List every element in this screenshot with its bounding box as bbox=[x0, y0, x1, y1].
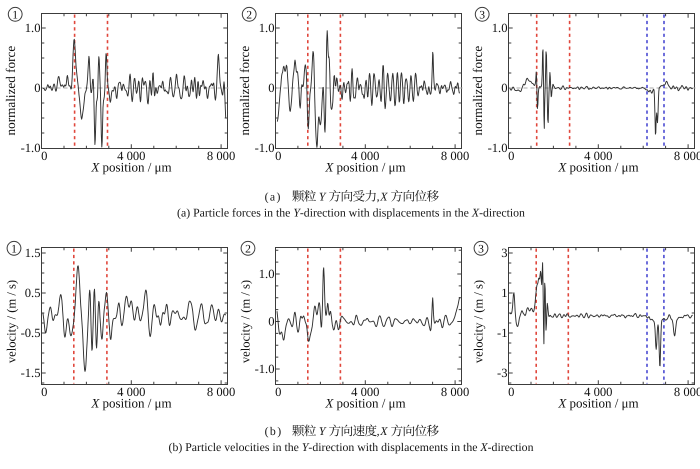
svg-text:8 000: 8 000 bbox=[674, 385, 700, 399]
svg-text:8 000: 8 000 bbox=[207, 149, 235, 163]
svg-text:0.5: 0.5 bbox=[25, 286, 41, 300]
svg-text:0: 0 bbox=[508, 385, 514, 399]
svg-text:0: 0 bbox=[41, 149, 47, 163]
svg-text:-1.0: -1.0 bbox=[21, 141, 41, 155]
svg-text:(b) Particle velocities in th: (b) Particle velocities in the Y-directi… bbox=[169, 440, 534, 454]
svg-text:0: 0 bbox=[268, 315, 274, 329]
svg-text:-0.5: -0.5 bbox=[21, 326, 41, 340]
svg-text:0: 0 bbox=[275, 149, 281, 163]
svg-text:4 000: 4 000 bbox=[351, 149, 379, 163]
svg-text:X position / μm: X position / μm bbox=[557, 160, 638, 175]
svg-text:normalized force: normalized force bbox=[3, 46, 18, 136]
svg-text:normalized force: normalized force bbox=[470, 46, 485, 136]
svg-text:(b): (b) bbox=[265, 424, 283, 438]
svg-text:X: X bbox=[379, 424, 388, 438]
svg-text:0: 0 bbox=[268, 81, 274, 95]
svg-text:-1.0: -1.0 bbox=[255, 141, 275, 155]
svg-text:X position / μm: X position / μm bbox=[324, 396, 405, 411]
svg-text:2: 2 bbox=[246, 8, 252, 21]
svg-text:X position / μm: X position / μm bbox=[90, 160, 171, 175]
svg-text:X position / μm: X position / μm bbox=[90, 396, 171, 411]
svg-text:4 000: 4 000 bbox=[584, 149, 612, 163]
svg-text:1: 1 bbox=[11, 242, 17, 255]
svg-text:1.5: 1.5 bbox=[25, 246, 41, 260]
svg-text:-1.0: -1.0 bbox=[488, 141, 508, 155]
svg-text:0: 0 bbox=[501, 81, 507, 95]
svg-text:8 000: 8 000 bbox=[674, 149, 700, 163]
svg-text:3: 3 bbox=[479, 8, 485, 21]
svg-text:3: 3 bbox=[478, 242, 484, 255]
svg-text:velocity / (m / s): velocity / (m / s) bbox=[5, 280, 19, 363]
svg-text:normalized force: normalized force bbox=[237, 46, 252, 136]
svg-text:2: 2 bbox=[245, 242, 251, 255]
svg-text:1.0: 1.0 bbox=[492, 21, 508, 35]
svg-text:1.0: 1.0 bbox=[259, 267, 275, 281]
svg-text:-1: -1 bbox=[497, 326, 508, 340]
svg-text:X: X bbox=[379, 190, 388, 204]
svg-text:1.0: 1.0 bbox=[25, 21, 41, 35]
svg-text:velocity / (m / s): velocity / (m / s) bbox=[239, 280, 253, 363]
svg-text:(a): (a) bbox=[265, 190, 282, 204]
svg-text:0: 0 bbox=[41, 385, 47, 399]
svg-text:4 000: 4 000 bbox=[117, 385, 145, 399]
svg-text:3: 3 bbox=[501, 246, 507, 260]
svg-text:0: 0 bbox=[34, 81, 40, 95]
svg-text:,: , bbox=[377, 424, 380, 438]
svg-text:Y: Y bbox=[319, 190, 327, 204]
svg-text:4 000: 4 000 bbox=[584, 385, 612, 399]
svg-text:(a) Particle forces in the Y-: (a) Particle forces in the Y-direction w… bbox=[177, 206, 525, 220]
svg-text:X position / μm: X position / μm bbox=[324, 160, 405, 175]
svg-text:X position / μm: X position / μm bbox=[557, 396, 638, 411]
svg-text:velocity / (m / s): velocity / (m / s) bbox=[472, 280, 486, 363]
svg-text:,: , bbox=[377, 190, 380, 204]
svg-text:-1.0: -1.0 bbox=[255, 362, 275, 376]
svg-text:Y: Y bbox=[319, 424, 327, 438]
svg-text:4 000: 4 000 bbox=[117, 149, 145, 163]
svg-text:8 000: 8 000 bbox=[441, 149, 469, 163]
svg-text:1: 1 bbox=[501, 286, 507, 300]
svg-text:1: 1 bbox=[12, 8, 18, 21]
svg-text:8 000: 8 000 bbox=[207, 385, 235, 399]
svg-text:0: 0 bbox=[275, 385, 281, 399]
svg-text:1.0: 1.0 bbox=[259, 21, 275, 35]
svg-text:0: 0 bbox=[508, 149, 514, 163]
svg-text:-3: -3 bbox=[497, 366, 508, 380]
svg-text:8 000: 8 000 bbox=[441, 385, 469, 399]
svg-text:4 000: 4 000 bbox=[351, 385, 379, 399]
svg-text:-1.5: -1.5 bbox=[21, 366, 41, 380]
